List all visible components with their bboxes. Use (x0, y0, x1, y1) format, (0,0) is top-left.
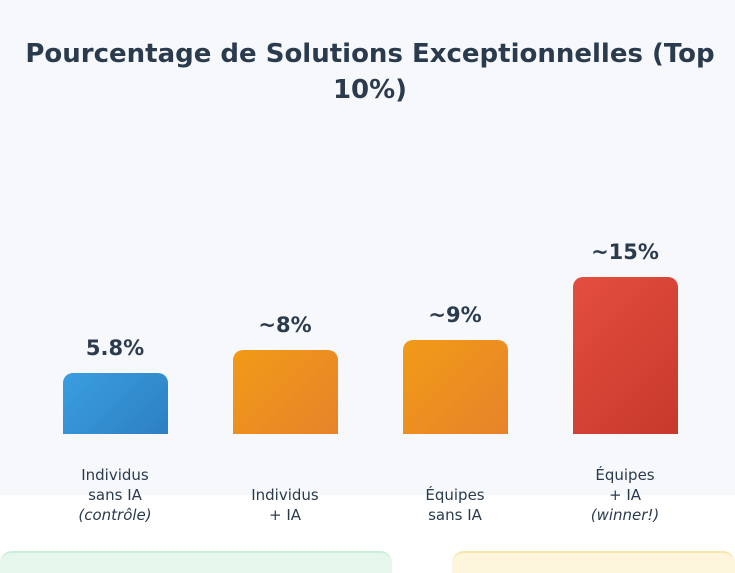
category-label-equipes-sans-ia: Équipes sans IA (375, 463, 535, 525)
value-label-individus-ia: ~8% (258, 313, 312, 338)
category-line2: + IA (608, 486, 642, 504)
value-label-equipes-sans-ia: ~9% (428, 302, 482, 327)
bar-individus-ia (232, 350, 338, 434)
category-label-individus-sans-ia: Individus sans IA (contrôle) (35, 463, 195, 525)
bar-equipes-sans-ia (402, 339, 508, 434)
chart-title: Pourcentage de Solutions Exceptionnelles… (25, 39, 715, 105)
chart-panel: Pourcentage de Solutions Exceptionnelles… (25, 39, 715, 434)
value-label-individus-sans-ia: 5.8% (85, 336, 145, 361)
bar-equipes-ia (572, 277, 678, 434)
value-label-equipes-ia: ~15% (591, 240, 659, 264)
category-line1: Individus (81, 466, 149, 484)
bar-individus-sans-ia (62, 373, 168, 434)
category-label-individus-ia: Individus + IA (205, 463, 365, 525)
category-line1: Individus (251, 486, 319, 504)
insight-card-left (0, 551, 392, 573)
category-note: (contrôle) (78, 506, 152, 524)
category-line2: sans IA (428, 506, 482, 524)
category-note: (winner!) (590, 506, 660, 524)
category-line1: Équipes (595, 466, 655, 484)
category-line2: + IA (268, 506, 302, 524)
category-label-equipes-ia: Équipes + IA (winner!) (545, 463, 705, 525)
category-line1: Équipes (425, 486, 485, 504)
category-line2: sans IA (88, 486, 142, 504)
insight-card-right (452, 551, 735, 573)
